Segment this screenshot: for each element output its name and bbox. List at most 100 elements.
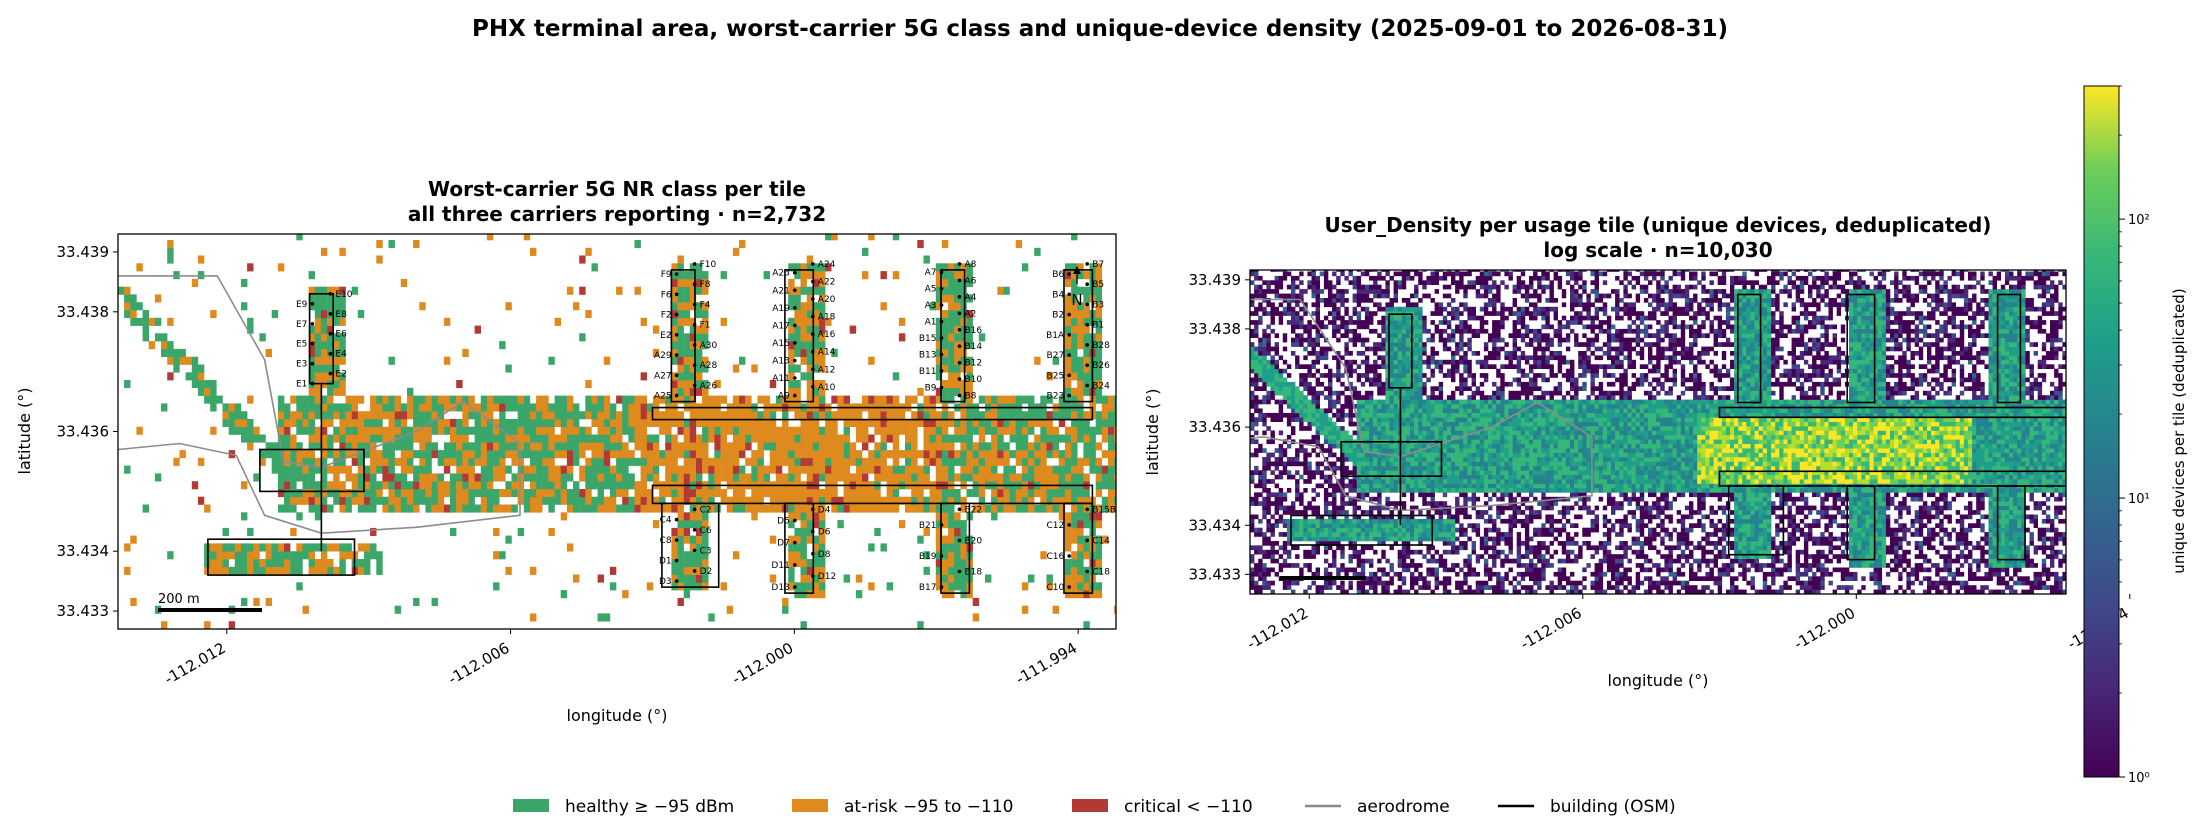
density-tile-71: [1254, 404, 1259, 409]
tile-2632: [1064, 317, 1072, 326]
density-tile-526: [1295, 284, 1300, 290]
density-tile-871: [1328, 395, 1333, 400]
tile-413: [333, 286, 340, 295]
tile-1153: [634, 395, 641, 404]
density-tile-1619: [1389, 536, 1394, 542]
tile-2614: [1064, 465, 1072, 474]
density-tile-48: [1254, 585, 1259, 590]
tile-2079: [905, 450, 912, 459]
tile-1097: [609, 426, 617, 435]
tile-841: [505, 442, 512, 451]
density-tile-447: [1291, 532, 1296, 537]
tile-1277: [677, 489, 684, 498]
tile-2265: [948, 271, 955, 280]
tile-1649: [788, 574, 795, 583]
y-tick-label: 33.438: [57, 303, 110, 321]
tile-1566: [751, 473, 758, 482]
tile-2842: [1101, 395, 1109, 404]
density-tile-1524: [1381, 434, 1386, 440]
tile-1612: [769, 442, 777, 451]
tile-528: [376, 566, 383, 575]
tile-563: [388, 465, 395, 474]
density-tile-358: [1278, 280, 1284, 285]
density-tile-1675: [1393, 536, 1398, 542]
tile-160: [265, 597, 272, 606]
tile-128: [241, 418, 248, 427]
density-tile-890: [1332, 558, 1337, 564]
density-tile-340: [1278, 417, 1284, 422]
density-tile-1774: [1397, 364, 1403, 369]
gate-label: E3: [296, 360, 307, 370]
gate-label: D13: [771, 583, 789, 593]
tile-216: [290, 551, 297, 560]
tile-822: [499, 473, 506, 482]
tile-1767: [806, 512, 814, 521]
tile-1061: [597, 457, 604, 466]
tile-1379: [689, 286, 697, 295]
tile-870: [517, 434, 525, 443]
density-tile-765: [1319, 474, 1325, 480]
tile-1013: [579, 473, 586, 482]
tile-748: [468, 489, 475, 498]
density-tile-18: [1250, 439, 1255, 445]
tile-1152: [634, 403, 641, 412]
tile-204: [284, 473, 291, 482]
tile-1995: [868, 395, 875, 404]
gate-label: E2: [660, 331, 671, 341]
density-tile-1803: [1401, 527, 1407, 533]
density-tile-665: [1311, 505, 1316, 511]
tile-1534: [739, 496, 746, 505]
tile-178: [277, 559, 285, 568]
tile-2661: [1071, 411, 1078, 420]
tile-522: [370, 434, 377, 443]
tile-958: [554, 442, 561, 451]
density-tile-1689: [1393, 457, 1398, 462]
tile-614: [407, 411, 414, 420]
density-tile-1212: [1356, 364, 1362, 369]
tile-2730: [1083, 496, 1090, 505]
density-tile-1272: [1360, 342, 1366, 347]
tile-2752: [1083, 302, 1090, 311]
tile-2016: [880, 473, 887, 482]
density-tile-436: [1286, 302, 1292, 308]
gate-label: F6: [661, 290, 672, 300]
tile-1860: [819, 426, 826, 435]
tile-1594: [763, 465, 770, 474]
density-tile-979: [1336, 280, 1341, 285]
tile-2365: [966, 380, 973, 389]
tile-2324: [960, 411, 967, 420]
tile-2311: [960, 527, 967, 536]
density-tile-1565: [1385, 488, 1390, 493]
density-tile-923: [1332, 333, 1337, 338]
tile-2804: [1095, 481, 1103, 490]
tile-2020: [880, 442, 887, 451]
density-tile-390: [1282, 359, 1288, 365]
tile-1772: [806, 473, 814, 482]
tile-2464: [1003, 395, 1010, 404]
density-tile-629: [1307, 452, 1312, 458]
tile-532: [376, 489, 383, 498]
tile-2756: [1089, 590, 1096, 599]
tile-220: [290, 489, 297, 498]
tile-2038: [886, 426, 893, 435]
tile-2148: [935, 566, 943, 575]
density-tile-1458: [1377, 488, 1382, 493]
tile-2354: [966, 465, 973, 474]
tile-2710: [1077, 341, 1084, 350]
density-tile-1789: [1397, 280, 1403, 285]
density-tile-204: [1266, 496, 1271, 502]
tile-1663: [788, 457, 795, 466]
density-tile-139: [1262, 585, 1267, 590]
tile-1143: [634, 496, 641, 505]
tile-479: [357, 504, 365, 513]
density-tile-510: [1295, 395, 1300, 400]
density-tile-847: [1328, 527, 1333, 533]
tile-1081: [603, 418, 611, 427]
gate-marker: [793, 323, 797, 328]
density-tile-1795: [1401, 563, 1407, 568]
tile-736: [462, 457, 469, 466]
tile-2156: [935, 504, 943, 513]
tile-1422: [702, 574, 709, 583]
density-tile-383: [1282, 399, 1288, 405]
tile-2572: [1052, 605, 1059, 614]
